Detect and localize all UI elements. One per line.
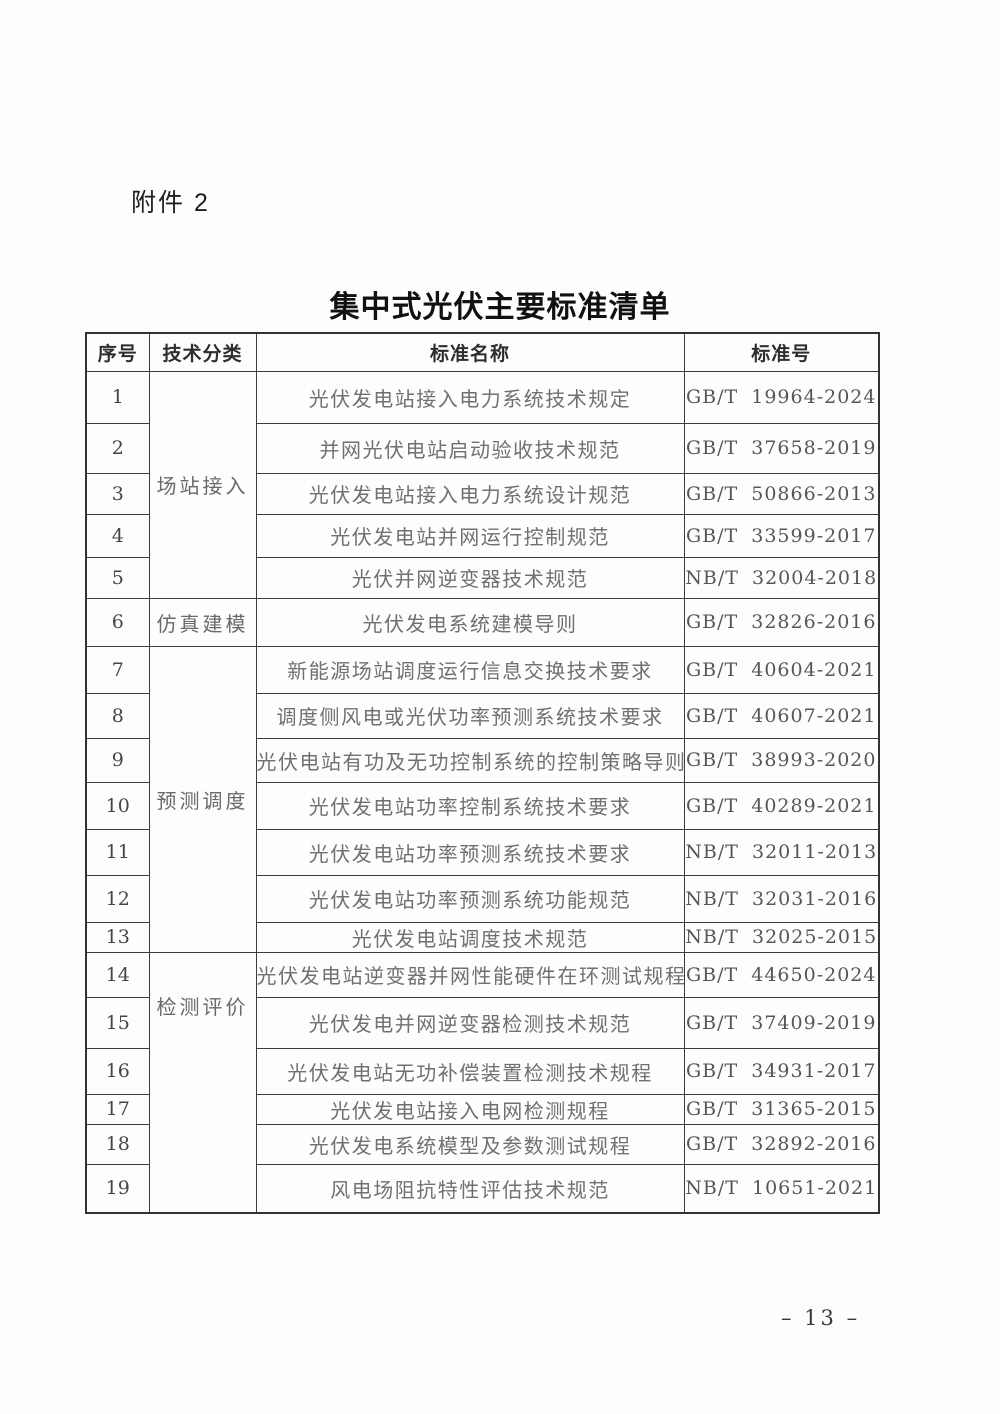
table-row: 13 光伏发电站调度技术规范 NB/T 32025-2015 <box>85 921 880 953</box>
header-category: 技术分类 <box>148 332 257 372</box>
row-no: 14 <box>85 951 150 998</box>
standard-code: GB/T 33599-2017 <box>683 513 880 558</box>
row-no: 11 <box>85 828 150 876</box>
row-no: 6 <box>85 597 150 647</box>
standard-code: GB/T 19964-2024 <box>683 370 880 424</box>
standard-code: NB/T 10651-2021 <box>683 1163 880 1214</box>
header-code: 标准号 <box>683 332 880 372</box>
row-no: 19 <box>85 1163 150 1214</box>
standard-name: 光伏发电站接入电力系统技术规定 <box>255 370 685 424</box>
table-row: 19 风电场阻抗特性评估技术规范 NB/T 10651-2021 <box>85 1163 880 1214</box>
row-no: 16 <box>85 1047 150 1095</box>
category-cell-testing-evaluation: 检测评价 <box>148 951 257 1214</box>
category-cell-forecast-dispatch: 预测调度 <box>148 645 257 953</box>
standard-code: GB/T 32892-2016 <box>683 1123 880 1165</box>
table-row: 17 光伏发电站接入电网检测规程 GB/T 31365-2015 <box>85 1093 880 1125</box>
table-row: 16 光伏发电站无功补偿装置检测技术规程 GB/T 34931-2017 <box>85 1047 880 1095</box>
standard-name: 光伏发电站功率预测系统技术要求 <box>255 828 685 876</box>
row-no: 13 <box>85 921 150 953</box>
standard-name: 光伏发电站并网运行控制规范 <box>255 513 685 558</box>
standard-code: NB/T 32025-2015 <box>683 921 880 953</box>
row-no: 8 <box>85 692 150 739</box>
category-label: 预测调度 <box>156 788 249 813</box>
row-no: 9 <box>85 737 150 783</box>
standard-code: NB/T 32031-2016 <box>683 874 880 923</box>
table-row: 4 光伏发电站并网运行控制规范 GB/T 33599-2017 <box>85 513 880 558</box>
table-row: 2 并网光伏电站启动验收技术规范 GB/T 37658-2019 <box>85 422 880 474</box>
standard-code: NB/T 32004-2018 <box>683 556 880 599</box>
table-row: 6 仿真建模 光伏发电系统建模导则 GB/T 32826-2016 <box>85 597 880 647</box>
standard-name: 并网光伏电站启动验收技术规范 <box>255 422 685 474</box>
standard-name: 光伏发电站逆变器并网性能硬件在环测试规程 <box>255 951 685 998</box>
standard-code: GB/T 37409-2019 <box>683 996 880 1049</box>
standard-name: 新能源场站调度运行信息交换技术要求 <box>255 645 685 694</box>
category-label: 场站接入 <box>156 474 249 498</box>
row-no: 17 <box>85 1093 150 1125</box>
table-row: 18 光伏发电系统模型及参数测试规程 GB/T 32892-2016 <box>85 1123 880 1165</box>
standard-code: GB/T 40604-2021 <box>683 645 880 694</box>
category-label: 检测评价 <box>156 994 249 1019</box>
standard-name: 光伏发电站接入电网检测规程 <box>255 1093 685 1125</box>
standard-name: 光伏并网逆变器技术规范 <box>255 556 685 599</box>
row-no: 10 <box>85 781 150 830</box>
row-no: 3 <box>85 472 150 515</box>
standard-name: 光伏发电站功率预测系统功能规范 <box>255 874 685 923</box>
standard-code: GB/T 31365-2015 <box>683 1093 880 1125</box>
standard-code: GB/T 32826-2016 <box>683 597 880 647</box>
standard-code: GB/T 44650-2024 <box>683 951 880 998</box>
row-no: 12 <box>85 874 150 923</box>
row-no: 7 <box>85 645 150 694</box>
table-row: 7 预测调度 新能源场站调度运行信息交换技术要求 GB/T 40604-2021 <box>85 645 880 953</box>
row-no: 4 <box>85 513 150 558</box>
standards-table: 序号 技术分类 标准名称 标准号 1 场站接入 光伏发电站接入电力系统技术规定 … <box>85 332 880 1214</box>
row-no: 2 <box>85 422 150 474</box>
standard-name: 光伏发电并网逆变器检测技术规范 <box>255 996 685 1049</box>
standard-code: GB/T 40289-2021 <box>683 781 880 830</box>
table-row: 15 光伏发电并网逆变器检测技术规范 GB/T 37409-2019 <box>85 996 880 1049</box>
row-no: 18 <box>85 1123 150 1165</box>
standard-name: 光伏发电站接入电力系统设计规范 <box>255 472 685 515</box>
standard-code: GB/T 40607-2021 <box>683 692 880 739</box>
category-label: 仿真建模 <box>156 611 249 636</box>
standard-code: GB/T 37658-2019 <box>683 422 880 474</box>
header-no: 序号 <box>85 332 150 372</box>
category-cell-station-access: 场站接入 <box>148 370 257 599</box>
row-no: 5 <box>85 556 150 599</box>
standard-name: 调度侧风电或光伏功率预测系统技术要求 <box>255 692 685 739</box>
standard-code: GB/T 50866-2013 <box>683 472 880 515</box>
standard-code: NB/T 32011-2013 <box>683 828 880 876</box>
table-row: 9 光伏电站有功及无功控制系统的控制策略导则 GB/T 38993-2020 <box>85 737 880 783</box>
table-row: 5 光伏并网逆变器技术规范 NB/T 32004-2018 <box>85 556 880 599</box>
table-row: 10 光伏发电站功率控制系统技术要求 GB/T 40289-2021 <box>85 781 880 830</box>
attachment-label: 附件 2 <box>131 189 210 217</box>
standard-code: GB/T 38993-2020 <box>683 737 880 783</box>
row-no: 1 <box>85 370 150 424</box>
row-no: 15 <box>85 996 150 1049</box>
category-cell-simulation-modeling: 仿真建模 <box>148 597 257 647</box>
standard-name: 光伏发电站调度技术规范 <box>255 921 685 953</box>
table-row: 14 检测评价 光伏发电站逆变器并网性能硬件在环测试规程 GB/T 44650-… <box>85 951 880 1214</box>
table-header-row: 序号 技术分类 标准名称 标准号 <box>85 332 880 372</box>
page-number: – 13 – <box>781 1306 861 1330</box>
standard-name: 风电场阻抗特性评估技术规范 <box>255 1163 685 1214</box>
standard-name: 光伏发电系统模型及参数测试规程 <box>255 1123 685 1165</box>
standard-name: 光伏发电站无功补偿装置检测技术规程 <box>255 1047 685 1095</box>
standard-name: 光伏发电系统建模导则 <box>255 597 685 647</box>
table-row: 1 场站接入 光伏发电站接入电力系统技术规定 GB/T 19964-2024 <box>85 370 880 599</box>
standard-name: 光伏发电站功率控制系统技术要求 <box>255 781 685 830</box>
standard-code: GB/T 34931-2017 <box>683 1047 880 1095</box>
header-name: 标准名称 <box>255 332 685 372</box>
standard-name: 光伏电站有功及无功控制系统的控制策略导则 <box>255 737 685 783</box>
page-title: 集中式光伏主要标准清单 <box>329 291 671 324</box>
